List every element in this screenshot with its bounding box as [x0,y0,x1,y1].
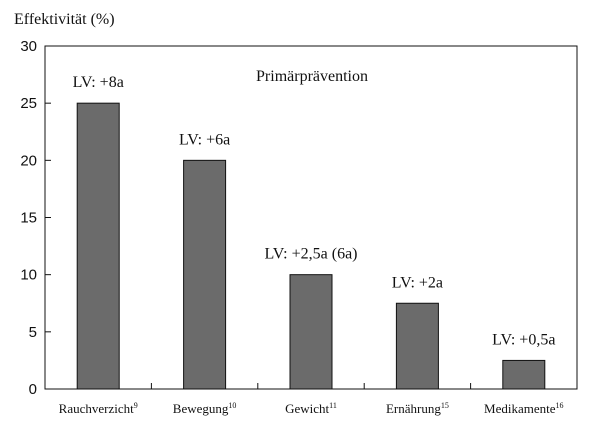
category-footnote: 10 [228,401,236,410]
y-tick-label: 0 [29,381,37,398]
bar [502,359,546,390]
bar-annotation: LV: +8a [73,74,124,91]
bar [289,274,333,390]
y-tick-label: 5 [29,324,37,341]
x-axis-ticks [150,383,472,389]
category-footnote: 11 [329,401,337,410]
category-label: Gewicht11 [285,401,337,416]
bar-annotation: LV: +6a [179,131,230,148]
category-label: Bewegung10 [173,401,237,416]
bar-annotations: LV: +8a LV: +6a LV: +2,5a (6a) LV: +2a LV: +… [73,74,556,348]
category-label: Rauchverzicht9 [59,401,138,416]
y-tick-label: 30 [20,38,37,55]
y-tick-label: 20 [20,152,37,169]
bar-annotation: LV: +2,5a (6a) [265,246,358,263]
y-tick-label: 25 [20,95,37,112]
bar-annotation: LV: +0,5a [492,331,555,348]
category-footnote: 15 [441,401,449,410]
category-footnote: 9 [134,401,138,410]
y-axis-label: Effektivität (%) [14,11,115,28]
bars [76,102,546,390]
category-label: Ernährung15 [386,401,449,416]
y-tick-label: 10 [20,267,37,284]
category-name: Ernährung [386,401,441,416]
category-label: Medikamente16 [484,401,563,416]
category-name: Medikamente [484,401,556,416]
category-name: Gewicht [285,401,329,416]
bar [395,302,439,390]
category-name: Bewegung [173,401,229,416]
bar [183,159,227,390]
category-footnote: 16 [556,401,564,410]
chart-title: Primärprävention [256,68,368,85]
bar [76,102,120,390]
bar-annotation: LV: +2a [392,274,443,291]
category-name: Rauchverzicht [59,401,134,416]
y-axis-ticks: 0 5 10 15 20 25 30 [20,38,51,398]
category-labels: Rauchverzicht9 Bewegung10 Gewicht11 Ernähru… [59,401,564,416]
y-tick-label: 15 [20,210,37,227]
